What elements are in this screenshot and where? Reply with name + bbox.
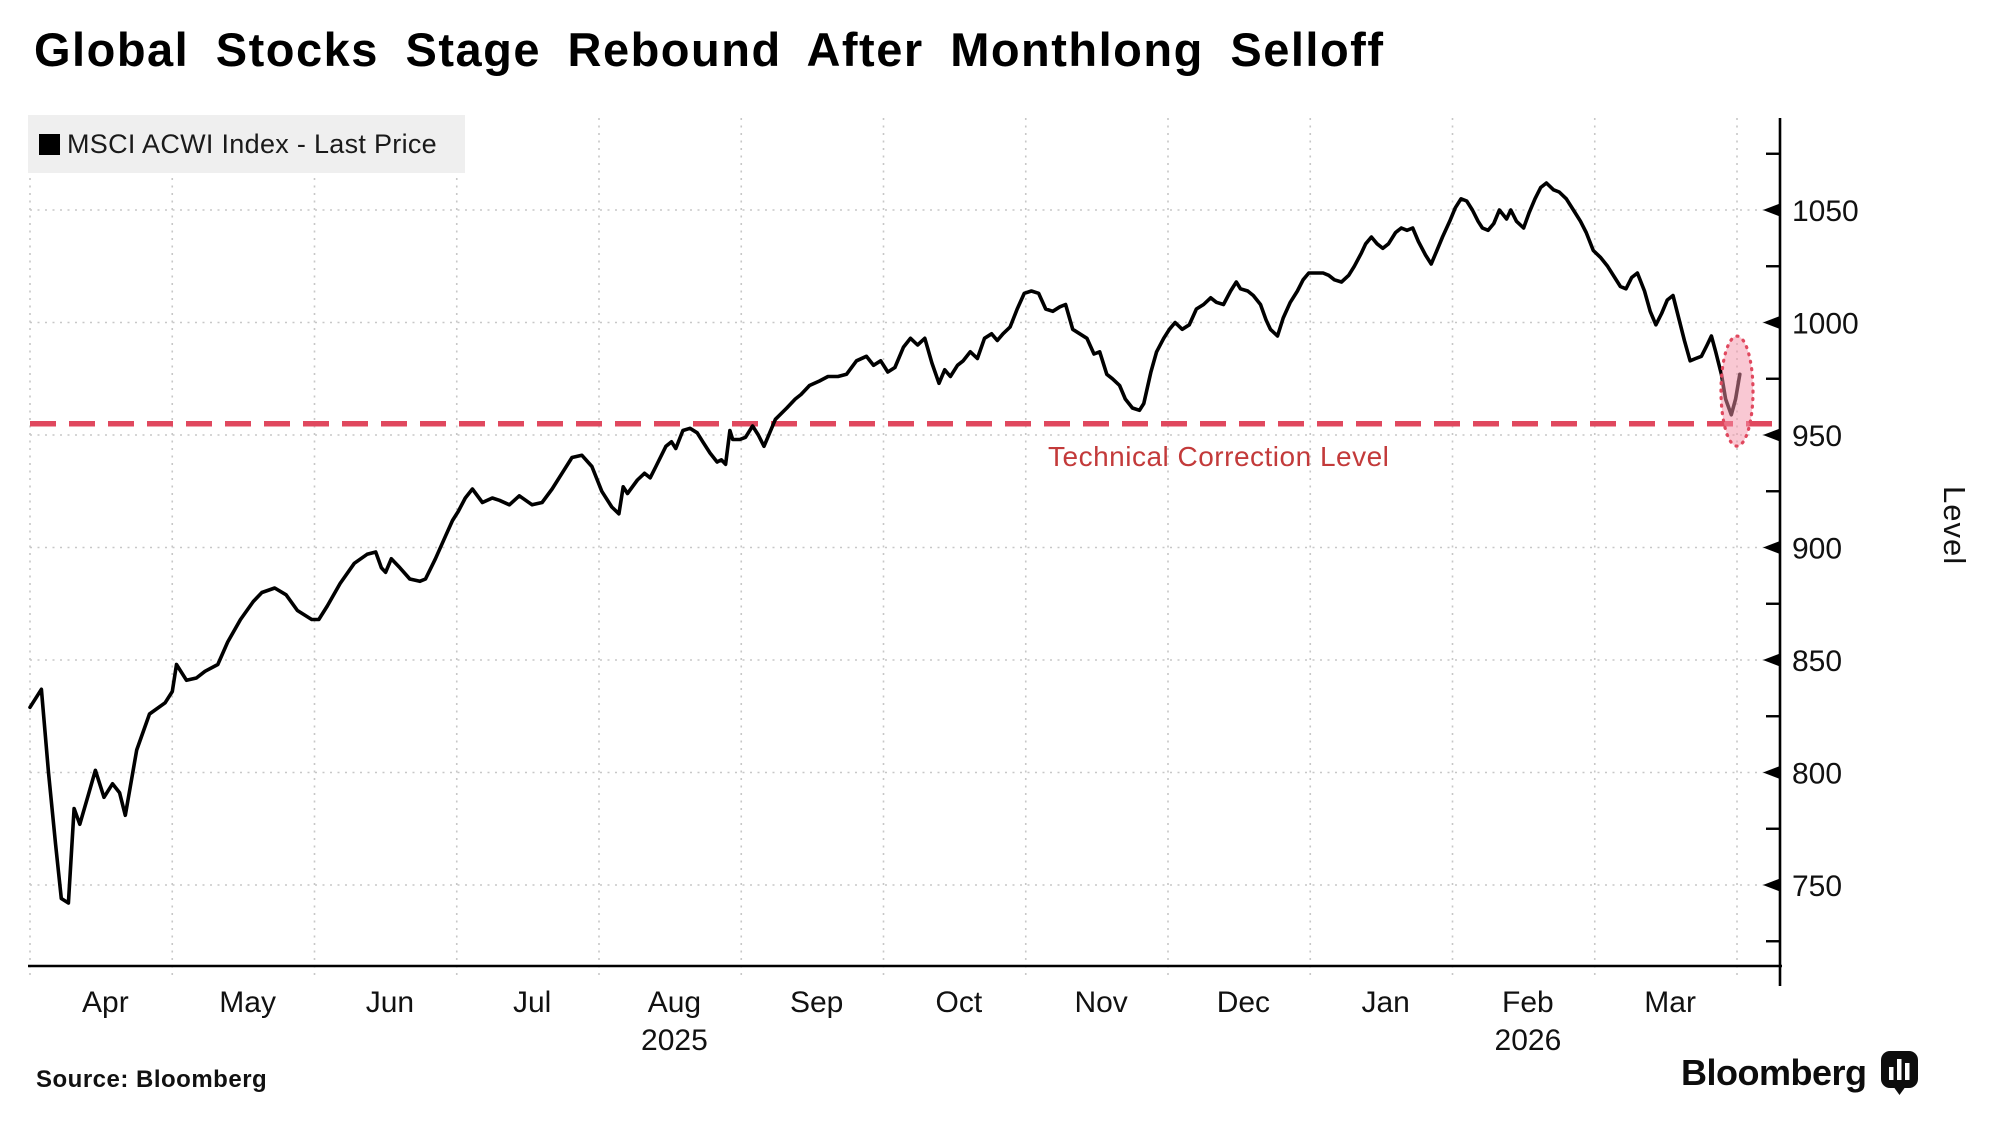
x-year-label: 2026 bbox=[1495, 1024, 1562, 1057]
y-major-tick bbox=[1763, 316, 1780, 329]
bloomberg-logo: Bloomberg bbox=[1681, 1050, 1920, 1096]
bloomberg-terminal-icon bbox=[1880, 1051, 1918, 1095]
x-month-label: May bbox=[219, 986, 276, 1019]
legend-swatch-black-square-icon bbox=[39, 133, 60, 155]
y-major-tick bbox=[1763, 428, 1780, 442]
x-month-label: Apr bbox=[82, 986, 129, 1019]
y-major-tick bbox=[1763, 541, 1780, 554]
x-month-label: Jul bbox=[513, 986, 551, 1019]
x-month-label: Oct bbox=[936, 986, 983, 1019]
x-month-label: Mar bbox=[1644, 986, 1696, 1019]
bloomberg-wordmark: Bloomberg bbox=[1681, 1052, 1867, 1093]
y-major-tick bbox=[1763, 653, 1780, 667]
x-month-label: Jan bbox=[1361, 986, 1409, 1019]
x-month-label: Jun bbox=[366, 986, 414, 1019]
x-month-label: Sep bbox=[790, 986, 843, 1019]
threshold-label: Technical Correction Level bbox=[1048, 441, 1390, 472]
x-month-label: Feb bbox=[1502, 986, 1554, 1019]
page-title: Global Stocks Stage Rebound After Monthl… bbox=[34, 23, 1385, 76]
y-tick-label: 800 bbox=[1792, 758, 1842, 791]
y-tick-label: 900 bbox=[1792, 533, 1842, 566]
y-axis-title: Level bbox=[1937, 486, 1972, 566]
x-month-label: Aug bbox=[648, 986, 701, 1019]
price-line-series bbox=[28, 181, 1742, 905]
y-tick-label: 950 bbox=[1792, 420, 1842, 453]
y-tick-label: 750 bbox=[1792, 870, 1842, 903]
legend[interactable]: MSCI ACWI Index - Last Price bbox=[28, 115, 465, 173]
rebound-highlight-ellipse bbox=[1719, 334, 1755, 448]
y-major-tick bbox=[1763, 203, 1780, 217]
y-tick-label: 1050 bbox=[1792, 195, 1859, 228]
source-label: Source: Bloomberg bbox=[36, 1066, 268, 1093]
y-tick-label: 850 bbox=[1792, 645, 1842, 678]
x-year-label: 2025 bbox=[641, 1024, 708, 1057]
y-major-tick bbox=[1763, 766, 1780, 779]
legend-label: MSCI ACWI Index - Last Price bbox=[67, 128, 437, 159]
x-month-label: Dec bbox=[1217, 986, 1270, 1019]
y-tick-label: 1000 bbox=[1792, 308, 1859, 341]
y-major-tick bbox=[1763, 878, 1780, 892]
x-month-label: Nov bbox=[1074, 986, 1127, 1019]
